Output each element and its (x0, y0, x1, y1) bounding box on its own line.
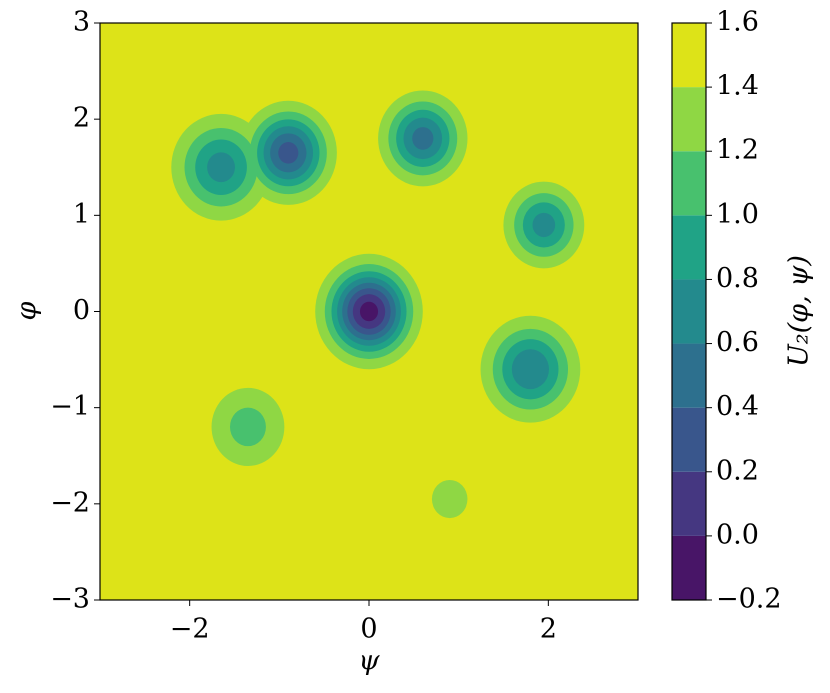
colorbar-tick-label: 1.4 (716, 71, 759, 102)
contour-band (359, 301, 379, 322)
y-axis-label: φ (12, 301, 43, 320)
contour-band (207, 152, 235, 183)
colorbar-tick-label: −0.2 (716, 584, 782, 615)
colorbar-tick-label: 1.0 (716, 199, 759, 230)
y-tick-label: 2 (73, 103, 90, 134)
contour-band (511, 349, 549, 390)
colorbar-band: #453781 (672, 471, 706, 536)
colorbar-tick-label: 0.0 (716, 519, 759, 550)
colorbar-tick-label: 0.8 (716, 263, 759, 294)
colorbar-band: #8fd744 (672, 87, 706, 152)
x-tick-label: −2 (170, 614, 210, 645)
y-tick-label: 3 (73, 7, 90, 38)
colorbar-band: #48c16e (672, 151, 706, 216)
y-tick-label: −2 (50, 487, 90, 518)
plot-area (100, 23, 638, 600)
colorbar-tick-label: 1.2 (716, 135, 759, 166)
contour-band (412, 127, 434, 150)
colorbar-band: #481567 (672, 535, 706, 600)
y-tick-label: 0 (73, 295, 90, 326)
colorbar-tick-label: 0.4 (716, 391, 759, 422)
y-tick-label: −3 (50, 584, 90, 615)
contour-band (229, 407, 266, 447)
colorbar-label: U₂(φ, ψ) (784, 255, 815, 367)
colorbar-band: #20a386 (672, 215, 706, 280)
contour-band (532, 212, 556, 238)
x-tick-label: 0 (360, 614, 377, 645)
x-axis-label: ψ (358, 646, 380, 677)
colorbar-tick-label: 0.6 (716, 327, 759, 358)
colorbar-band: #39568c (672, 407, 706, 472)
x-tick-label: 2 (540, 614, 557, 645)
contour-band (278, 142, 299, 164)
colorbar-band: #238a8d (672, 279, 706, 344)
colorbar-tick-label: 1.6 (716, 7, 759, 38)
contour-band (431, 479, 468, 519)
y-tick-label: −1 (50, 391, 90, 422)
colorbar-band: #2d708e (672, 343, 706, 408)
y-tick-label: 1 (73, 199, 90, 230)
colorbar-frame (671, 22, 707, 601)
colorbar-band: #dde318 (672, 23, 706, 88)
colorbar-tick-label: 0.2 (716, 455, 759, 486)
